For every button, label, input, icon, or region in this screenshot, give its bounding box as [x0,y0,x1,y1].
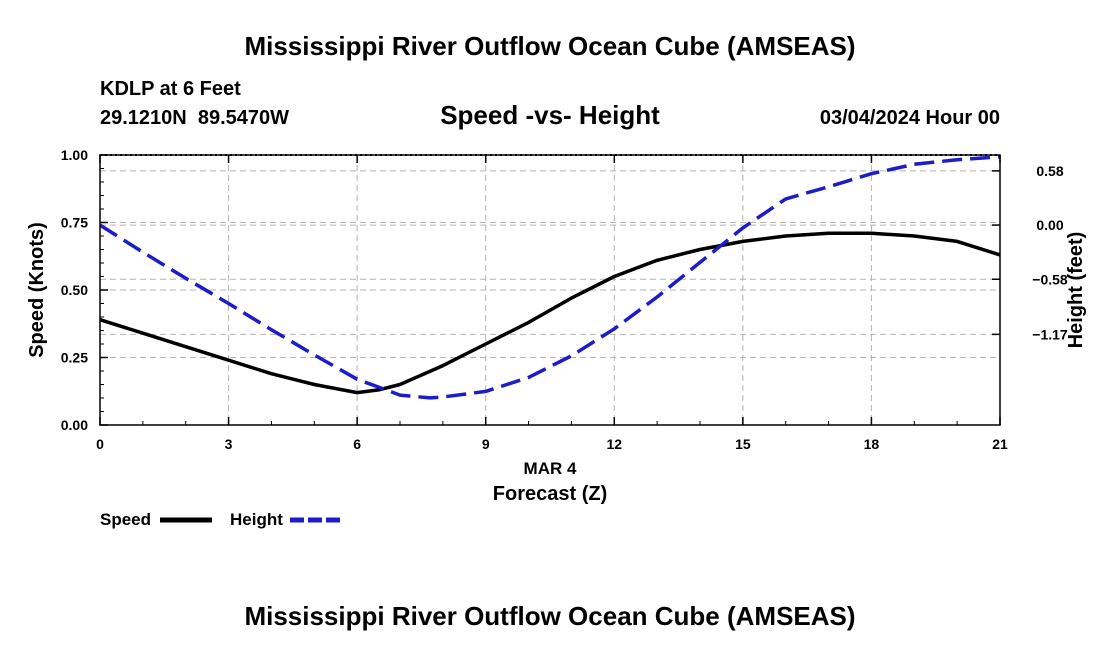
x-tick-label: 9 [482,436,490,452]
x-tick-label: 18 [864,436,880,452]
x-tick-label: 12 [606,436,622,452]
x-tick-label: 0 [96,436,104,452]
x-tick-label: 21 [992,436,1008,452]
y2-axis-ticks: 0.58 0.00 −0.58 −1.17 [992,163,1068,342]
y-tick-label: 0.50 [61,282,88,298]
legend-height-label: Height [230,510,283,529]
y-axis-ticks: 0.00 0.25 0.50 0.75 1.00 [61,147,108,433]
x-tick-label: 15 [735,436,751,452]
y2-tick-label: 0.00 [1036,217,1063,233]
series-lines [99,155,1001,400]
y-tick-label: 0.25 [61,350,88,366]
station-label: KDLP at 6 Feet [100,78,241,100]
x-tick-label: 3 [225,436,233,452]
y2-axis-label: Height (feet) [1065,232,1087,349]
y2-tick-label: 0.58 [1036,163,1063,179]
datetime-label: 03/04/2024 Hour 00 [820,107,1000,129]
height-series-line [99,155,1001,400]
legend-speed-label: Speed [100,510,151,529]
legend: Speed Height [100,510,342,529]
chart-main-title: Mississippi River Outflow Ocean Cube (AM… [244,31,855,61]
plot-title: Speed -vs- Height [440,100,660,130]
speed-series-line [99,231,1001,395]
y-tick-label: 0.00 [61,417,88,433]
y2-tick-label: −1.17 [1032,326,1068,342]
footer-title: Mississippi River Outflow Ocean Cube (AM… [244,601,855,631]
y-axis-label: Speed (Knots) [26,222,48,358]
y-tick-label: 0.75 [61,215,88,231]
x-tick-label: 6 [353,436,361,452]
y-tick-label: 1.00 [61,147,88,163]
y2-tick-label: −0.58 [1032,271,1068,287]
x-axis-ticks: 0 3 6 9 12 15 18 21 [96,155,1008,452]
date-label: MAR 4 [524,459,577,478]
grid-lines [100,155,1000,425]
x-axis-label: Forecast (Z) [493,483,607,505]
coordinates-label: 29.1210N 89.5470W [100,107,289,129]
